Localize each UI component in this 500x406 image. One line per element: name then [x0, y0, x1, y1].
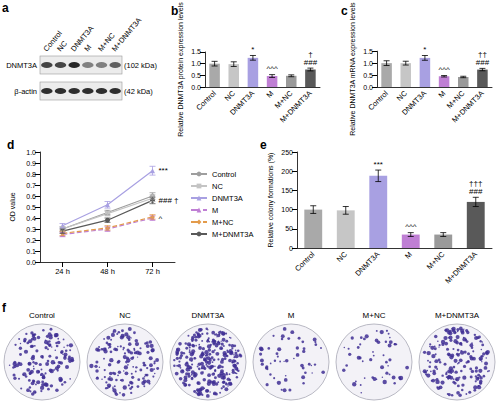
svg-text:### †: ### †: [159, 196, 179, 205]
svg-text:1.5: 1.5: [191, 48, 201, 55]
svg-text:Relative DNMT3A mRNA expressio: Relative DNMT3A mRNA expression levels: [349, 2, 357, 136]
svg-text:###: ###: [304, 58, 318, 67]
svg-text:250: 250: [281, 149, 293, 156]
svg-text:48 h: 48 h: [100, 267, 115, 276]
svg-text:0.3: 0.3: [26, 226, 36, 233]
svg-text:0: 0: [289, 245, 293, 252]
svg-text:0.5: 0.5: [363, 72, 373, 79]
svg-text:1.5: 1.5: [363, 48, 373, 55]
svg-text:150: 150: [281, 187, 293, 194]
svg-text:M+DNMT3A: M+DNMT3A: [443, 250, 479, 286]
svg-text:0.2: 0.2: [26, 237, 36, 244]
svg-text:M+NC: M+NC: [96, 31, 117, 54]
svg-text:(102 kDa): (102 kDa): [124, 61, 157, 70]
svg-text:100: 100: [281, 206, 293, 213]
svg-text:###: ###: [476, 58, 490, 67]
svg-text:Control: Control: [29, 311, 55, 320]
svg-text:f: f: [2, 301, 7, 315]
svg-text:DNMT3A: DNMT3A: [400, 89, 428, 117]
svg-text:a: a: [2, 1, 9, 15]
svg-text:Control: Control: [293, 250, 317, 274]
svg-text:^: ^: [159, 214, 163, 223]
svg-text:NC: NC: [395, 88, 409, 102]
svg-text:Relative DNMT3A protein expres: Relative DNMT3A protein expression level…: [177, 2, 185, 137]
svg-text:M+NC: M+NC: [363, 311, 386, 320]
svg-text:DNMT3A: DNMT3A: [6, 61, 37, 70]
svg-text:Control: Control: [366, 89, 390, 113]
svg-text:0.7: 0.7: [26, 182, 36, 189]
svg-text:M: M: [264, 89, 275, 100]
svg-text:0.0: 0.0: [363, 84, 373, 91]
svg-text:0.4: 0.4: [26, 215, 36, 222]
svg-text:200: 200: [281, 168, 293, 175]
svg-text:1.0: 1.0: [363, 60, 373, 67]
svg-text:72 h: 72 h: [145, 267, 160, 276]
svg-text:e: e: [260, 138, 267, 152]
svg-text:M: M: [82, 43, 93, 54]
svg-text:0.5: 0.5: [191, 72, 201, 79]
svg-text:50: 50: [285, 225, 293, 232]
svg-text:M: M: [288, 311, 295, 320]
svg-text:0.8: 0.8: [26, 171, 36, 178]
svg-text:^^^: ^^^: [405, 222, 417, 231]
svg-text:c: c: [341, 4, 348, 18]
svg-text:d: d: [7, 138, 14, 152]
svg-text:NC: NC: [55, 39, 69, 54]
svg-text:***: ***: [159, 166, 168, 175]
svg-text:Control: Control: [41, 29, 64, 54]
svg-text:NC: NC: [119, 311, 131, 320]
svg-text:^^^: ^^^: [438, 65, 450, 74]
svg-text:***: ***: [374, 160, 383, 169]
svg-text:β-actin: β-actin: [14, 87, 37, 96]
svg-text:M+DNMT3A: M+DNMT3A: [110, 16, 144, 54]
svg-text:M+DNMT3A: M+DNMT3A: [450, 89, 486, 125]
svg-text:0.1: 0.1: [26, 248, 36, 255]
svg-text:*: *: [251, 45, 254, 54]
svg-text:(42 kDa): (42 kDa): [124, 87, 153, 96]
svg-text:Relative colony formations (%): Relative colony formations (%): [267, 153, 275, 248]
svg-text:M: M: [436, 89, 447, 100]
svg-text:DNMT3A: DNMT3A: [353, 250, 381, 278]
svg-text:0.6: 0.6: [26, 193, 36, 200]
svg-text:M+NC: M+NC: [272, 88, 295, 111]
svg-text:M+NC: M+NC: [212, 218, 234, 227]
svg-text:1.0: 1.0: [191, 60, 201, 67]
svg-text:0.0: 0.0: [191, 84, 201, 91]
svg-text:b: b: [171, 4, 178, 18]
svg-text:DNMT3A: DNMT3A: [212, 194, 243, 203]
svg-text:0.9: 0.9: [26, 160, 36, 167]
svg-text:0.0: 0.0: [26, 259, 36, 266]
svg-text:Control: Control: [212, 170, 237, 179]
svg-text:M+DNMT3A: M+DNMT3A: [278, 89, 314, 125]
svg-text:^^^: ^^^: [266, 64, 278, 73]
svg-text:NC: NC: [223, 88, 237, 102]
svg-text:###: ###: [469, 187, 483, 196]
svg-text:OD value: OD value: [9, 192, 16, 221]
svg-text:DNMT3A: DNMT3A: [69, 24, 96, 53]
svg-text:M+NC: M+NC: [444, 88, 467, 111]
svg-text:M+DNMT3A: M+DNMT3A: [435, 311, 480, 320]
svg-text:1.0: 1.0: [26, 149, 36, 156]
svg-text:24 h: 24 h: [55, 267, 70, 276]
svg-text:*: *: [423, 45, 426, 54]
svg-text:Control: Control: [194, 89, 218, 113]
svg-text:DNMT3A: DNMT3A: [192, 311, 226, 320]
svg-text:DNMT3A: DNMT3A: [228, 89, 256, 117]
svg-text:M: M: [403, 250, 414, 261]
svg-text:M: M: [212, 206, 218, 215]
svg-text:NC: NC: [335, 249, 349, 263]
svg-text:0.5: 0.5: [26, 204, 36, 211]
svg-text:M+DNMT3A: M+DNMT3A: [212, 230, 253, 239]
svg-text:NC: NC: [212, 182, 223, 191]
svg-text:M+NC: M+NC: [425, 249, 447, 271]
